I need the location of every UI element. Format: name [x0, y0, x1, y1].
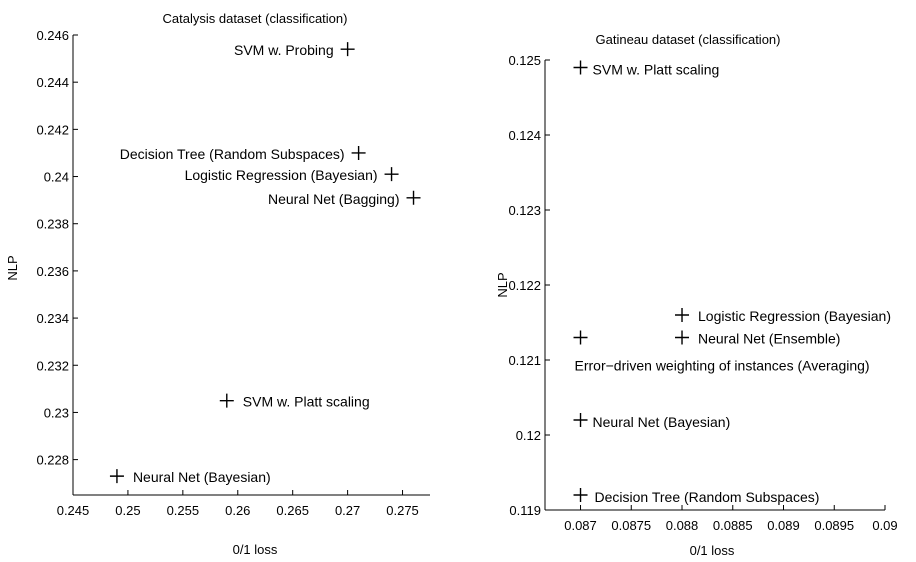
- catalysis-chart: 0.245 0.25 0.255 0.26 0.265 0.27 0.275 0.228 0.2…: [5, 11, 430, 557]
- chart-title: Catalysis dataset (classification): [163, 11, 348, 26]
- y-tick-label: 0.123: [508, 203, 541, 218]
- data-point-marker: [406, 190, 421, 205]
- data-point-label: Logistic Regression (Bayesian): [185, 167, 378, 183]
- y-axis-title: NLP: [495, 272, 510, 297]
- data-point-label: SVM w. Probing: [234, 42, 334, 58]
- data-point-marker: [219, 393, 234, 408]
- y-axis-title: NLP: [5, 255, 20, 280]
- data-point-label: Neural Net (Bayesian): [593, 414, 731, 430]
- data-point-marker: [573, 330, 588, 345]
- x-tick-label: 0.088: [666, 518, 699, 533]
- y-tick-label: 0.125: [508, 53, 541, 68]
- y-tick-label: 0.234: [36, 311, 69, 326]
- y-tick-label: 0.246: [36, 28, 69, 43]
- y-tick-label: 0.119: [509, 503, 541, 518]
- data-point-marker: [384, 167, 399, 182]
- data-point-label: Decision Tree (Random Subspaces): [595, 489, 820, 505]
- data-point-label: Decision Tree (Random Subspaces): [120, 146, 345, 162]
- data-point-marker: [573, 60, 588, 75]
- x-tick-label: 0.0885: [713, 518, 753, 533]
- y-tick-label: 0.238: [36, 217, 69, 232]
- y-tick-label: 0.122: [508, 278, 541, 293]
- data-point-marker: [340, 42, 355, 57]
- y-tick-label: 0.228: [36, 453, 69, 468]
- data-point-marker: [351, 145, 366, 160]
- x-tick-label: 0.0895: [814, 518, 854, 533]
- x-tick-label: 0.25: [115, 503, 140, 518]
- x-axis-title: 0/1 loss: [690, 543, 735, 558]
- x-tick-label: 0.089: [767, 518, 800, 533]
- y-tick-label: 0.236: [36, 264, 69, 279]
- data-point-marker: [573, 488, 588, 502]
- gatineau-chart: 0.087 0.0875 0.088 0.0885 0.089 0.0895 0.09 0.1…: [495, 32, 898, 558]
- data-point-label: SVM w. Platt scaling: [593, 62, 720, 78]
- chart-title: Gatineau dataset (classification): [596, 32, 781, 47]
- x-tick-label: 0.255: [167, 503, 200, 518]
- y-tick-label: 0.124: [508, 128, 541, 143]
- data-point-marker: [675, 330, 690, 345]
- y-tick-label: 0.24: [44, 170, 69, 185]
- x-axis-title: 0/1 loss: [233, 542, 278, 557]
- y-tick-label: 0.244: [36, 75, 69, 90]
- data-point-marker: [675, 308, 690, 322]
- data-point-label: SVM w. Platt scaling: [243, 394, 370, 410]
- x-tick-label: 0.27: [335, 503, 360, 518]
- x-tick-label: 0.26: [225, 503, 250, 518]
- y-tick-label: 0.232: [36, 358, 69, 373]
- data-point-marker: [573, 413, 588, 427]
- y-tick-label: 0.121: [508, 353, 541, 368]
- data-point-label: Logistic Regression (Bayesian): [698, 308, 891, 324]
- x-tick-label: 0.0875: [611, 518, 651, 533]
- x-tick-label: 0.09: [872, 518, 897, 533]
- x-tick-label: 0.275: [386, 503, 419, 518]
- data-point-label: Error−driven weighting of instances (Ave…: [575, 358, 870, 374]
- data-point-label: Neural Net (Bagging): [268, 191, 400, 207]
- x-tick-label: 0.265: [276, 503, 309, 518]
- y-tick-label: 0.12: [516, 428, 541, 443]
- data-point-label: Neural Net (Ensemble): [698, 331, 840, 347]
- y-tick-label: 0.242: [36, 122, 69, 137]
- x-tick-label: 0.245: [57, 503, 90, 518]
- y-tick-label: 0.23: [44, 405, 69, 420]
- data-point-marker: [109, 469, 124, 484]
- data-point-label: Neural Net (Bayesian): [133, 469, 271, 485]
- x-tick-label: 0.087: [564, 518, 597, 533]
